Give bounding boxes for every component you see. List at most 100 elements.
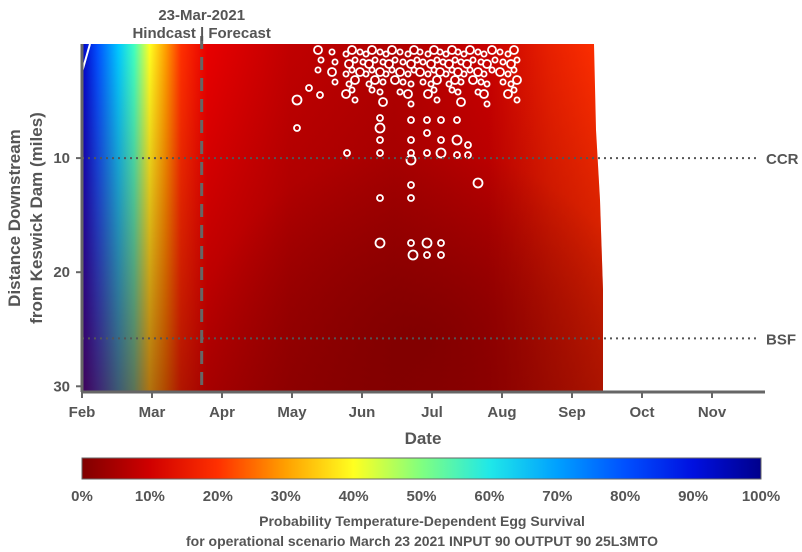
redd-marker (313, 45, 323, 55)
colorbar-title-line1: Probability Temperature-Dependent Egg Su… (259, 513, 585, 529)
redd-marker (368, 86, 376, 94)
x-tick-label: Sep (558, 404, 586, 421)
redd-marker (432, 75, 442, 85)
redd-marker (291, 94, 303, 106)
redd-marker (390, 75, 400, 85)
redd-marker (510, 86, 518, 94)
survival-heatmap (82, 44, 603, 392)
redd-marker (437, 251, 445, 259)
redd-marker (376, 149, 384, 157)
redd-marker (350, 75, 360, 85)
redd-marker (406, 59, 416, 69)
redd-marker (437, 239, 445, 247)
redd-marker (399, 58, 407, 66)
redd-marker (423, 89, 433, 99)
redd-marker (433, 96, 441, 104)
y-axis-ticks: 10 20 30 (53, 150, 82, 395)
reference-label-bsf: BSF (766, 331, 796, 348)
redd-marker (342, 50, 350, 58)
redd-marker (341, 89, 351, 99)
colorbar (81, 457, 762, 480)
redd-marker (496, 48, 504, 56)
redd-marker (483, 100, 491, 108)
redd-marker (456, 97, 466, 107)
heatmap-core (200, 44, 603, 392)
redd-marker (488, 66, 496, 74)
redd-marker (460, 50, 468, 58)
redd-marker (433, 56, 441, 64)
redd-marker (482, 59, 492, 69)
redd-marker (436, 48, 444, 56)
redd-marker (483, 80, 491, 88)
redd-marker (362, 70, 370, 78)
redd-marker (316, 91, 324, 99)
redd-marker (404, 50, 412, 58)
redd-marker (382, 50, 390, 58)
redd-marker (382, 70, 390, 78)
hindcast-date-label: 23-Mar-2021 (158, 7, 245, 24)
redd-marker (374, 237, 386, 249)
redd-marker (327, 67, 337, 77)
redd-marker (419, 58, 427, 66)
redd-marker (342, 70, 350, 78)
redd-marker (365, 80, 373, 88)
redd-marker (477, 78, 485, 86)
redd-marker (405, 154, 417, 166)
y-axis-title: Distance Downstream from Keswick Dam (mi… (5, 112, 46, 324)
redd-marker (499, 58, 507, 66)
redd-marker (423, 149, 431, 157)
redd-marker (453, 151, 461, 159)
redd-markers (291, 45, 522, 261)
redd-marker (367, 45, 377, 55)
redd-marker (407, 249, 419, 261)
redd-marker (351, 56, 359, 64)
colorbar-tick-label: 0% (71, 488, 93, 505)
redd-marker (451, 56, 459, 64)
redd-marker (396, 88, 404, 96)
redd-marker (364, 59, 374, 69)
redd-marker (442, 70, 450, 78)
redd-marker (407, 116, 415, 124)
redd-marker (423, 251, 431, 259)
redd-marker (426, 59, 436, 69)
redd-marker (504, 70, 512, 78)
redd-marker (403, 89, 413, 99)
x-axis-ticks: Feb Mar Apr May Jun Jul Aug Sep Oct Nov (69, 392, 727, 421)
redd-marker (376, 136, 384, 144)
colorbar-tick-label: 100% (742, 488, 780, 505)
redd-marker (464, 141, 472, 149)
redd-marker (444, 59, 454, 69)
colorbar-tick-label: 10% (135, 488, 165, 505)
redd-marker (345, 80, 353, 88)
redd-marker (314, 66, 322, 74)
redd-marker (472, 177, 484, 189)
redd-marker (448, 86, 456, 94)
redd-marker (453, 116, 461, 124)
colorbar-tick-label: 70% (542, 488, 572, 505)
redd-marker (347, 45, 357, 55)
redd-marker (351, 96, 359, 104)
redd-marker (495, 67, 505, 77)
redd-marker (504, 50, 512, 58)
redd-marker (499, 78, 507, 86)
redd-marker (387, 45, 397, 55)
reference-label-ccr: CCR (766, 151, 799, 168)
redd-marker (404, 70, 412, 78)
redd-marker (415, 67, 425, 77)
redd-marker (376, 88, 384, 96)
x-tick-label: Nov (698, 404, 727, 421)
redd-marker (424, 70, 432, 78)
reference-lines: CCR BSF (82, 151, 799, 348)
redd-marker (437, 136, 445, 144)
x-tick-label: Oct (629, 404, 654, 421)
redd-marker (370, 75, 380, 85)
y-axis-title-line1: Distance Downstream (5, 129, 24, 307)
redd-marker (331, 78, 339, 86)
redd-marker (348, 86, 356, 94)
redd-marker (480, 50, 488, 58)
colorbar-tick-label: 20% (203, 488, 233, 505)
redd-marker (407, 181, 415, 189)
redd-marker (419, 78, 427, 86)
x-tick-label: May (277, 404, 307, 421)
